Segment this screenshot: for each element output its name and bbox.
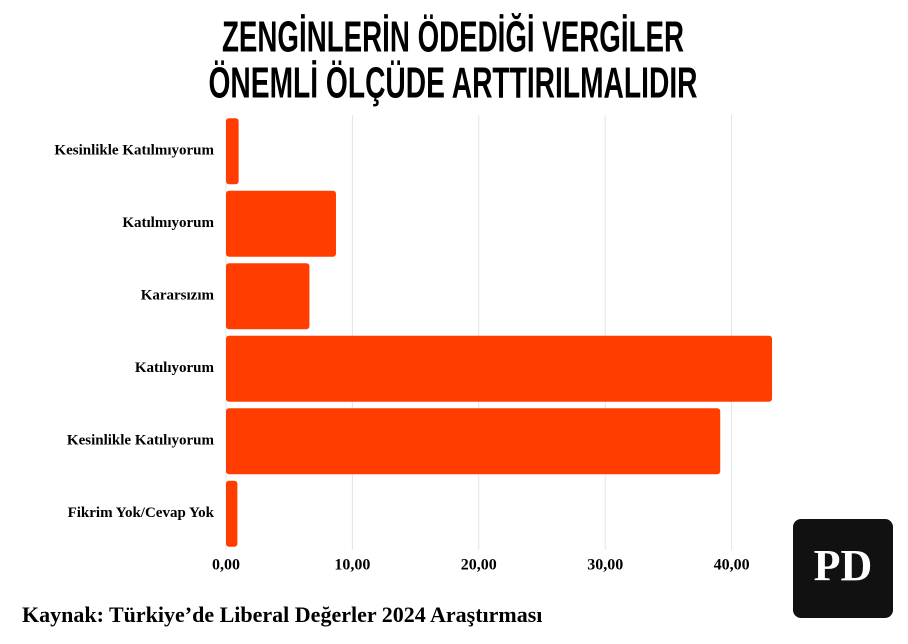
- y-tick-label: Katılıyorum: [135, 360, 215, 376]
- logo: PD: [814, 541, 873, 590]
- logo-box: [793, 519, 893, 618]
- bar: [226, 408, 721, 475]
- x-tick-label: 20,00: [461, 557, 497, 574]
- bar: [226, 190, 336, 257]
- y-tick-label: Kesinlikle Katılıyorum: [67, 433, 215, 449]
- bar: [226, 480, 238, 547]
- x-tick-label: 0,00: [212, 557, 240, 574]
- bar: [226, 335, 773, 402]
- bar: [226, 263, 310, 330]
- y-tick-label: Katılmıyorum: [122, 215, 214, 231]
- plot-area: 0,00 10,00 20,00 30,00 40,00 Kesinlikle Katıl…: [54, 115, 773, 574]
- chart-title: ÖNEMLİ ÖLÇÜDE ARTTIRILMALIDIR: [209, 59, 698, 108]
- y-tick-label: Fikrim Yok/Cevap Yok: [68, 505, 215, 521]
- y-tick-label: Kesinlikle Katılmıyorum: [54, 143, 214, 159]
- bar: [226, 118, 239, 185]
- x-tick-label: 40,00: [714, 557, 750, 574]
- x-tick-label: 10,00: [334, 557, 370, 574]
- x-tick-label: 30,00: [587, 557, 623, 574]
- source: Kaynak: Türkiye’de Liberal Değerler 2024…: [22, 602, 542, 627]
- chart-title: ZENGİNLERİN ÖDEDİĞİ VERGİLER: [222, 12, 684, 62]
- y-tick-label: Kararsızım: [141, 288, 215, 304]
